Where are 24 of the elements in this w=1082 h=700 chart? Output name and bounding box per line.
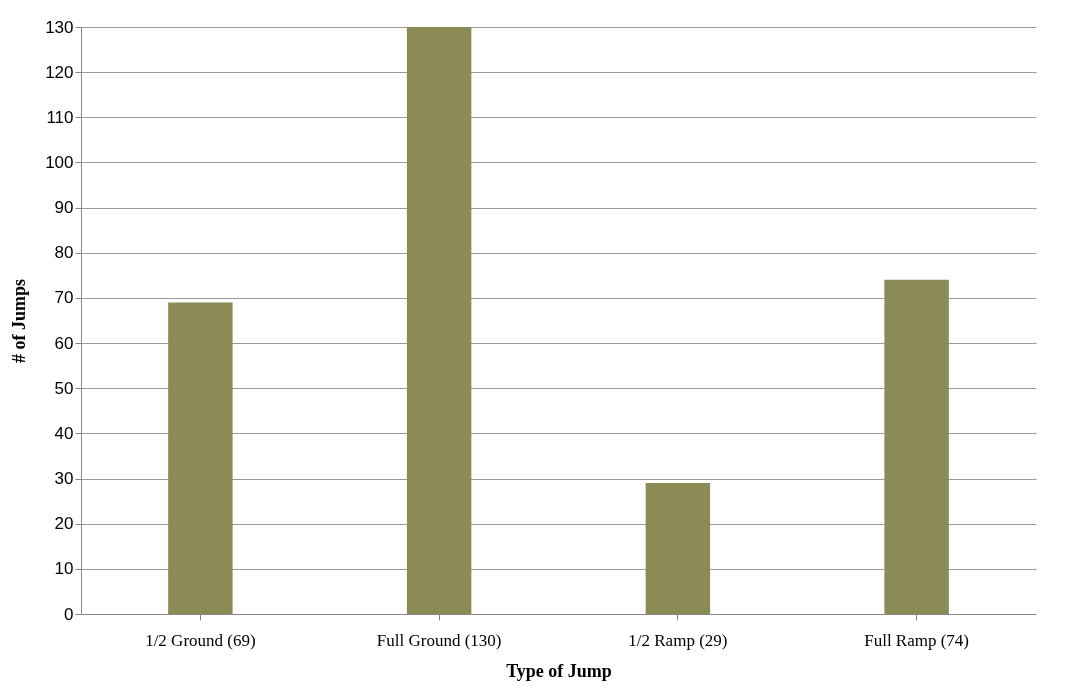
x-tick-label: 1/2 Ramp (29) — [628, 630, 728, 650]
y-tick-label: 10 — [54, 559, 74, 579]
y-tick-label: 70 — [54, 288, 74, 308]
y-tick-label: 0 — [64, 604, 74, 624]
x-tick-label: Full Ground (130) — [376, 630, 502, 650]
y-tick-label: 120 — [45, 62, 74, 82]
bar — [406, 27, 472, 614]
y-tick-label: 100 — [45, 152, 74, 172]
bar — [645, 483, 711, 614]
x-tick-label: 1/2 Ground (69) — [145, 630, 256, 650]
y-tick-label: 60 — [54, 333, 74, 353]
y-tick-label: 90 — [54, 198, 74, 218]
y-axis-title: # of Jumps — [9, 278, 30, 364]
bar — [168, 302, 233, 614]
y-tick-label: 50 — [54, 378, 74, 398]
y-tick-label: 30 — [54, 469, 74, 489]
y-tick-label: 40 — [54, 423, 74, 443]
y-tick-label: 130 — [45, 17, 74, 37]
bar — [884, 279, 949, 614]
x-tick-label: Full Ramp (74) — [864, 630, 970, 650]
y-tick-label: 80 — [54, 243, 74, 263]
x-axis-title: Type of Jump — [506, 660, 612, 681]
y-tick-label: 110 — [46, 107, 74, 127]
y-tick-label: 20 — [54, 514, 74, 534]
